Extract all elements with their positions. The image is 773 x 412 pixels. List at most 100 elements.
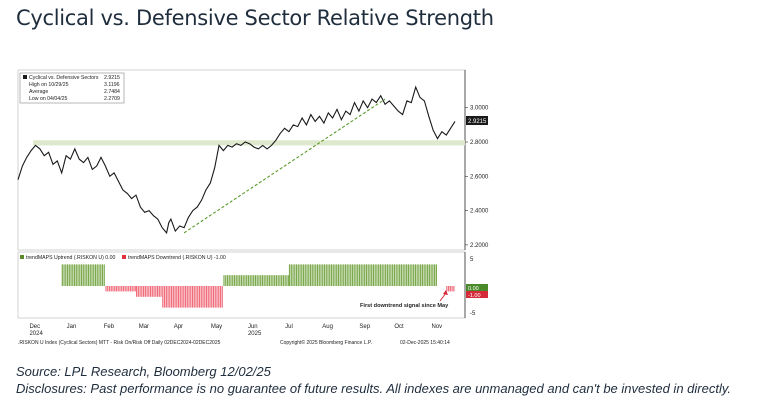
uptrend-bar [79,264,81,286]
uptrend-bar [249,275,251,286]
uptrend-bar [299,264,301,286]
uptrend-bar [251,275,253,286]
legend-value-high: 3.1196 [104,82,120,88]
uptrend-bar [275,275,278,286]
y-tick-label: 2.2000 [470,243,489,249]
uptrend-bar [407,264,409,286]
uptrend-bar [279,275,281,286]
uptrend-bar [343,264,345,286]
y-tick-label: 2.4000 [470,209,489,215]
uptrend-bar [244,275,246,286]
uptrend-bar [353,264,355,286]
uptrend-bar [420,264,422,286]
downtrend-bar [135,286,137,292]
downtrend-bar [219,286,222,308]
downtrend-bar [129,286,132,292]
uptrend-bar [330,264,333,286]
uptrend-bar [332,264,334,286]
downtrend-bar [124,286,126,292]
downtrend-bar [155,286,157,297]
downtrend-bar [184,286,187,308]
downtrend-bar [209,286,211,308]
downtrend-bar [190,286,192,308]
downtrend-bar [211,286,213,308]
downtrend-bar [108,286,111,292]
downtrend-bar [105,286,107,292]
uptrend-bar [315,264,317,286]
downtrend-bar [146,286,148,297]
downtrend-bar [451,286,453,292]
legend-value-low: 2.2709 [104,96,120,102]
downtrend-bar [202,286,204,308]
chart: 3.0000 2.8000 2.6000 2.4000 2.2000 2.9215 Cy… [17,69,489,346]
disclosure-note: Disclosures: Past performance is no guar… [16,381,731,396]
uptrend-bar [228,275,230,286]
downtrend-bar [174,286,176,308]
uptrend-bar [386,264,389,286]
uptrend-bar [425,264,427,286]
uptrend-bar [233,275,236,286]
uptrend-bar [239,275,241,286]
uptrend-bar [61,264,63,286]
downtrend-bar [176,286,178,308]
uptrend-bar [267,275,269,286]
downtrend-bar [156,286,159,297]
downtrend-bar [137,286,139,297]
uptrend-bar [336,264,338,286]
downtrend-bar [115,286,118,292]
downtrend-bar [207,286,209,308]
x-tick-label: Aug [322,324,333,330]
uptrend-bar [306,264,308,286]
uptrend-bar [270,275,272,286]
x-tick-label: Sep [359,324,370,330]
downtrend-bar [216,286,218,308]
trend-y-tick-label: -5 [470,311,476,317]
uptrend-bar [260,275,262,286]
downtrend-bar [172,286,174,308]
downtrend-bar [195,286,197,308]
uptrend-bar [263,275,265,286]
uptrend-bar [73,264,76,286]
uptrend-bar [344,264,347,286]
downtrend-bar [139,286,141,297]
uptrend-bar [409,264,411,286]
uptrend-bar [225,275,227,286]
annotation-arrowhead [443,290,448,295]
uptrend-bar [406,264,408,286]
uptrend-bar [348,264,350,286]
downtrend-bar [167,286,169,308]
uptrend-bar [226,275,229,286]
uptrend-bar [96,264,98,286]
uptrend-bar [341,264,343,286]
price-series-line [17,85,456,235]
uptrend-bar [388,264,390,286]
uptrend-line [183,98,386,234]
downtrend-bar [162,286,164,308]
legend-value-average: 2.7484 [104,89,120,95]
bloomberg-footer-left: .RISKON U Index (Cyclical Sectors) MTT -… [18,340,221,346]
downtrend-bar [186,286,188,308]
uptrend-bar [84,264,86,286]
uptrend-bar [261,275,264,286]
downtrend-bar [218,286,220,308]
downtrend-bar [128,286,130,292]
downtrend-value-box [466,291,488,298]
uptrend-bar [351,264,354,286]
downtrend-bar [122,286,125,292]
downtrend-bar [160,286,162,297]
uptrend-bar [302,264,305,286]
downtrend-bar [107,286,109,292]
uptrend-bar [66,264,69,286]
uptrend-bar [430,264,432,286]
y-tick-label: 2.6000 [470,174,489,180]
uptrend-bar [364,264,366,286]
uptrend-bar [400,264,403,286]
uptrend-bar [414,264,416,286]
downtrend-bar [205,286,208,308]
uptrend-bar [254,275,257,286]
downtrend-bar [214,286,216,308]
uptrend-bar [350,264,352,286]
legend-label-price: Cyclical vs. Defensive Sectors [29,75,99,81]
x-tick-year-label: 2025 [248,331,262,337]
uptrend-bar [277,275,279,286]
